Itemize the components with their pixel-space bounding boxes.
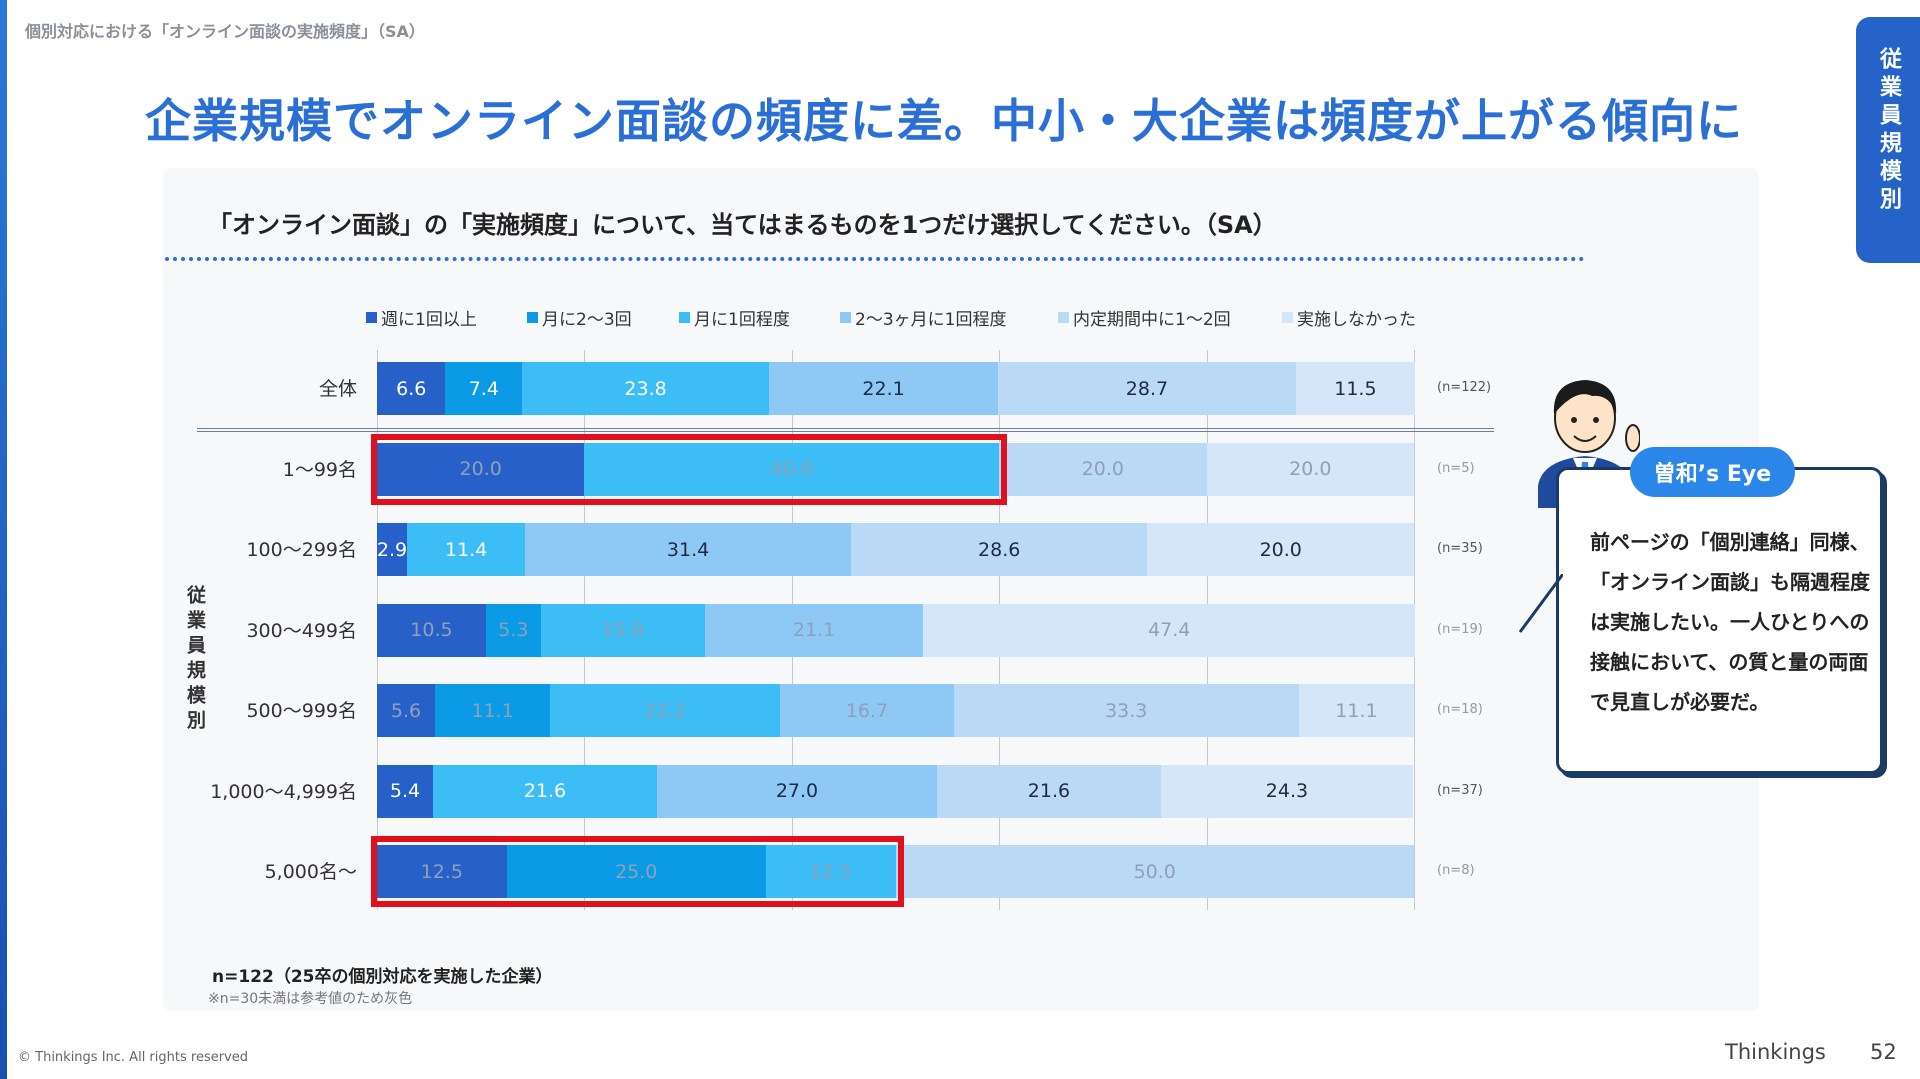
advisor-comment-box: [1556, 467, 1883, 774]
dotted-divider: [165, 257, 1585, 261]
bar-segment: 16.7: [780, 684, 954, 737]
bar-segment: 12.5: [765, 845, 896, 898]
legend-label: 月に1回程度: [694, 310, 790, 330]
page-number: 52: [1870, 1040, 1897, 1064]
n-label: (n=8): [1437, 863, 1475, 878]
advisor-badge: 曽和’s Eye: [1630, 447, 1795, 497]
bar-segment: 7.4: [445, 362, 523, 415]
speech-bubble-tail: [1518, 574, 1563, 633]
bar-segment: 22.1: [768, 362, 999, 415]
bar-segment: 20.0: [999, 442, 1207, 496]
bar-segment: 28.7: [998, 362, 1296, 415]
legend-swatch: [679, 312, 690, 323]
highlight-frame: [371, 836, 904, 907]
legend-item: 2〜3ヶ月に1回程度: [840, 305, 1006, 330]
n-label: (n=18): [1437, 702, 1483, 717]
bar-segment: 10.5: [377, 603, 486, 657]
bar-segment: 11.4: [407, 523, 526, 576]
bar-segment: 20.0: [1147, 523, 1414, 576]
category-label: 1〜99名: [282, 458, 357, 481]
highlight-frame: [371, 433, 1008, 505]
bar-segment: 20.0: [1206, 442, 1414, 496]
bar-segment: 21.1: [704, 603, 924, 657]
category-label: 500〜999名: [246, 700, 357, 722]
advisor-comment-text: 前ページの「個別連絡」同様、「オンライン面談」も隔週程度は実施したい。一人ひとり…: [1590, 530, 1870, 714]
reference-note: ※n=30未満は参考値のため灰色: [208, 991, 413, 1007]
legend-swatch: [527, 312, 538, 323]
bar-segment: 25.0: [506, 845, 766, 898]
total-separator-line: [197, 428, 1494, 432]
brand-logo-text: Thinkings: [1725, 1040, 1826, 1064]
bar-segment: 31.4: [525, 523, 851, 576]
n-label: (n=122): [1437, 380, 1492, 395]
left-accent-bar: [0, 0, 7, 1079]
category-label: 1,000〜4,999名: [210, 780, 357, 803]
side-tab[interactable]: 従業員規模別: [1856, 17, 1920, 263]
bar-segment: 40.0: [584, 442, 1000, 496]
side-tab-label: 従業員規模別: [1876, 47, 1901, 215]
bar-segment: 11.1: [1298, 684, 1414, 737]
n-label: (n=35): [1437, 541, 1483, 556]
group-axis-label: 従業員規模別: [184, 585, 206, 735]
n-label: (n=37): [1437, 782, 1483, 798]
bar-segment: 5.4: [377, 764, 433, 818]
bar-segment: 11.5: [1295, 362, 1416, 415]
legend-item: 実施しなかった: [1282, 305, 1416, 330]
copyright: © Thinkings Inc. All rights reserved: [18, 1050, 249, 1065]
category-label: 300〜499名: [246, 619, 357, 642]
bar-segment: 5.6: [377, 684, 436, 737]
bar-segment: 47.4: [923, 603, 1416, 657]
legend-swatch: [1282, 312, 1293, 323]
bar-segment: 15.8: [540, 603, 705, 657]
legend-label: 内定期間中に1〜2回: [1073, 310, 1231, 330]
legend-label: 月に2〜3回: [542, 310, 632, 330]
n-label: (n=19): [1437, 621, 1483, 637]
n-label: (n=5): [1437, 460, 1475, 476]
legend-item: 月に1回程度: [679, 305, 790, 330]
bar-segment: 24.3: [1160, 764, 1413, 818]
legend-item: 内定期間中に1〜2回: [1058, 305, 1231, 330]
category-label: 5,000名〜: [264, 861, 357, 883]
sample-size-note: n=122（25卒の個別対応を実施した企業）: [212, 967, 553, 987]
legend-swatch: [366, 312, 377, 323]
page-title: 企業規模でオンライン面談の頻度に差。中小・大企業は頻度が上がる傾向に: [145, 94, 1743, 148]
bar-segment: 11.1: [435, 684, 551, 737]
legend-label: 週に1回以上: [381, 310, 477, 330]
bar-segment: 5.3: [485, 603, 541, 657]
legend-label: 2〜3ヶ月に1回程度: [855, 310, 1007, 330]
category-label: 100〜299名: [246, 539, 357, 561]
legend-swatch: [840, 312, 851, 323]
bar-segment: 12.5: [377, 845, 507, 898]
legend-swatch: [1058, 312, 1069, 323]
category-label: 全体: [318, 378, 357, 400]
bar-segment: 27.0: [656, 764, 937, 818]
bar-segment: 22.2: [550, 684, 781, 737]
survey-question: 「オンライン面談」の「実施頻度」について、当てはまるものを1つだけ選択してくださ…: [208, 211, 1277, 239]
bar-segment: 6.6: [377, 362, 446, 415]
bar-segment: 20.0: [377, 442, 585, 496]
breadcrumb: 個別対応における「オンライン面談の実施頻度」（SA）: [25, 22, 425, 41]
bar-segment: 33.3: [953, 684, 1299, 737]
legend-item: 週に1回以上: [366, 305, 477, 330]
bar-segment: 23.8: [522, 362, 769, 415]
bar-segment: 21.6: [432, 764, 657, 818]
legend-item: 月に2〜3回: [527, 305, 632, 330]
legend-label: 実施しなかった: [1297, 310, 1416, 330]
bar-segment: 2.9: [377, 523, 408, 576]
bar-segment: 28.6: [850, 523, 1148, 576]
bar-segment: 50.0: [895, 845, 1414, 898]
bar-segment: 21.6: [936, 764, 1161, 818]
